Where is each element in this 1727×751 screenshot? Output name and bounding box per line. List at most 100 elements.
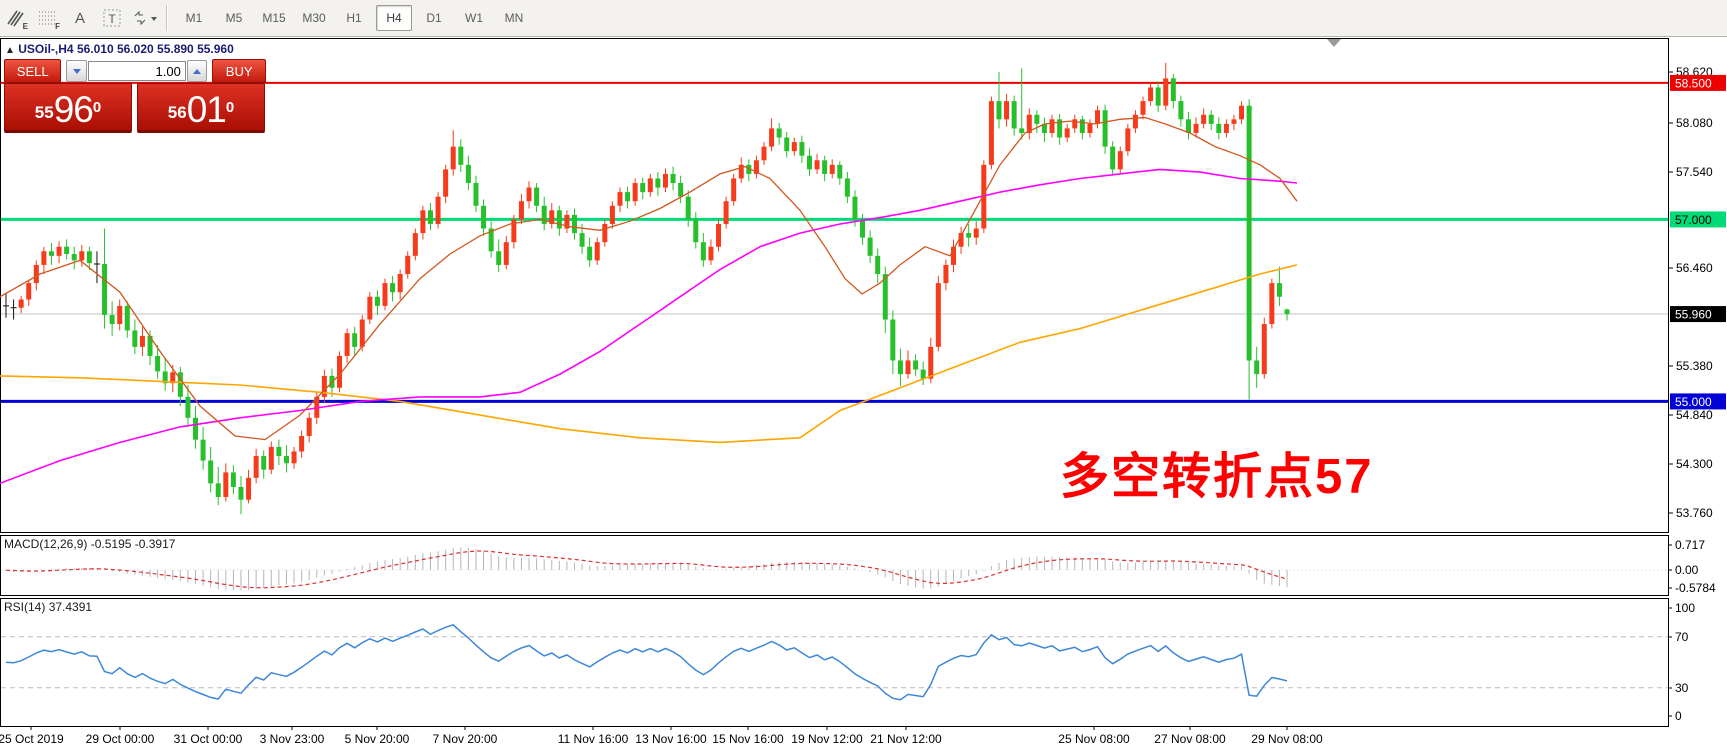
indicator-axis-label: 0.00 xyxy=(1675,563,1699,577)
candle-body xyxy=(321,375,327,397)
tool-sub-label: F xyxy=(55,22,60,31)
candle-body xyxy=(860,219,866,238)
candle-body xyxy=(1011,101,1017,129)
candle-body xyxy=(405,255,411,275)
chart-window[interactable]: 58.620 58.080 57.540 56.460 55.380 54.840 54.3… xyxy=(0,37,1727,751)
text-label-tool-icon[interactable]: A xyxy=(65,4,95,32)
chart-canvas[interactable]: 58.62058.08057.54056.46055.38054.84054.3… xyxy=(0,37,1727,751)
timeframe-button-h1[interactable]: H1 xyxy=(346,11,362,25)
horizontal-level-lines xyxy=(1,81,1668,403)
svg-text:55.960: 55.960 xyxy=(1675,308,1712,322)
candle-body xyxy=(1079,119,1085,133)
timeframe-button-h4[interactable]: H4 xyxy=(376,5,412,31)
candle-body xyxy=(1148,87,1154,102)
sell-button[interactable]: SELL xyxy=(4,59,62,83)
candle-body xyxy=(33,264,39,284)
time-axis-label: 31 Oct 00:00 xyxy=(174,732,243,746)
candle-body xyxy=(572,214,577,234)
fibo-grid-tool-icon[interactable]: F xyxy=(33,4,63,32)
candle-body xyxy=(1231,119,1237,124)
candle-body xyxy=(41,251,47,265)
volume-decrease-button[interactable] xyxy=(66,60,87,82)
price-axis-label: 57.540 xyxy=(1676,165,1713,179)
svg-text:57.000: 57.000 xyxy=(1675,213,1712,227)
rsi-indicator-label: RSI(14) 37.4391 xyxy=(4,600,93,614)
candle-body xyxy=(306,417,312,436)
candle-body xyxy=(662,173,668,188)
timeframe-button-m5[interactable]: M5 xyxy=(225,11,243,25)
volume-input[interactable] xyxy=(87,61,186,81)
timeframe-button-d1[interactable]: D1 xyxy=(426,11,442,25)
timeframe-button-m15[interactable]: M15 xyxy=(262,11,286,25)
candle-body xyxy=(86,251,92,264)
candle-body xyxy=(1064,128,1070,138)
timeframe-button-m1[interactable]: M1 xyxy=(185,11,203,25)
candle-body xyxy=(1049,119,1055,133)
price-tag-57.000 xyxy=(1670,211,1726,228)
buy-price-tile[interactable]: 56 01 0 xyxy=(137,83,265,133)
time-axis-label: 29 Oct 00:00 xyxy=(86,732,155,746)
candle-body xyxy=(1125,128,1131,152)
candle-body xyxy=(1110,146,1116,170)
candle-body xyxy=(1004,101,1010,120)
sell-price-tile[interactable]: 55 96 0 xyxy=(4,83,132,133)
candle-body xyxy=(117,305,123,325)
candle-body xyxy=(458,146,464,165)
candle-body xyxy=(564,214,570,229)
crosshair-lines-tool-icon[interactable]: E xyxy=(1,4,31,32)
buy-button[interactable]: BUY xyxy=(212,59,267,83)
chart-shift-marker-icon[interactable] xyxy=(1327,39,1341,47)
candle-body xyxy=(556,210,562,229)
candle-body xyxy=(776,128,782,138)
arrows-tool-icon[interactable] xyxy=(129,4,159,32)
indicator-axis-label: 30 xyxy=(1675,681,1689,695)
candle-body xyxy=(200,439,206,461)
chevron-down-icon xyxy=(72,68,81,74)
ma-fast-line xyxy=(0,116,1298,441)
candle-body xyxy=(981,164,987,229)
candle-body xyxy=(625,192,631,202)
candle-body xyxy=(882,274,888,320)
candle-body xyxy=(337,355,343,388)
candle-body xyxy=(26,283,32,300)
candle-body xyxy=(1269,283,1275,325)
candle-body xyxy=(170,372,176,384)
candle-body xyxy=(1178,101,1184,120)
candle-body xyxy=(238,486,244,500)
volume-increase-button[interactable] xyxy=(186,60,208,82)
candle-body xyxy=(602,223,608,243)
candle-body xyxy=(966,233,972,238)
candle-body xyxy=(1132,114,1138,129)
candle-body xyxy=(534,187,540,206)
candle-body xyxy=(1026,114,1032,133)
text-box-tool-icon[interactable]: T xyxy=(97,4,127,32)
candle-body xyxy=(875,255,881,275)
candle-body xyxy=(1170,78,1176,102)
timeframe-button-m30[interactable]: M30 xyxy=(302,11,326,25)
buy-price-whole: 56 xyxy=(167,103,187,122)
candle-body xyxy=(1163,78,1169,106)
svg-text:55.000: 55.000 xyxy=(1675,395,1712,409)
candle-body xyxy=(731,178,737,202)
rsi-line xyxy=(5,624,1288,701)
candle-body xyxy=(1193,123,1199,133)
candle-body xyxy=(1019,128,1025,133)
timeframe-button-mn[interactable]: MN xyxy=(504,11,524,25)
candle-body xyxy=(1208,114,1214,124)
price-tag-55.960 xyxy=(1670,306,1726,323)
candle-body xyxy=(753,160,759,174)
timeframe-button-w1[interactable]: W1 xyxy=(465,11,483,25)
candle-body xyxy=(1057,119,1063,138)
candle-body xyxy=(943,264,949,284)
candle-body xyxy=(867,237,873,256)
candle-body xyxy=(1102,110,1108,147)
candle-body xyxy=(973,228,979,238)
candle-body xyxy=(1201,114,1207,124)
sell-price-pips: 96 xyxy=(53,89,94,130)
symbol-collapse-arrow-icon[interactable]: ▲ xyxy=(5,45,15,56)
candle-body xyxy=(958,233,964,247)
candle-body xyxy=(852,196,858,220)
candle-body xyxy=(541,205,547,224)
macd-indicator-label: MACD(12,26,9) -0.5195 -0.3917 xyxy=(4,537,176,551)
chart-text-annotation: 多空转折点57 xyxy=(1060,450,1374,504)
